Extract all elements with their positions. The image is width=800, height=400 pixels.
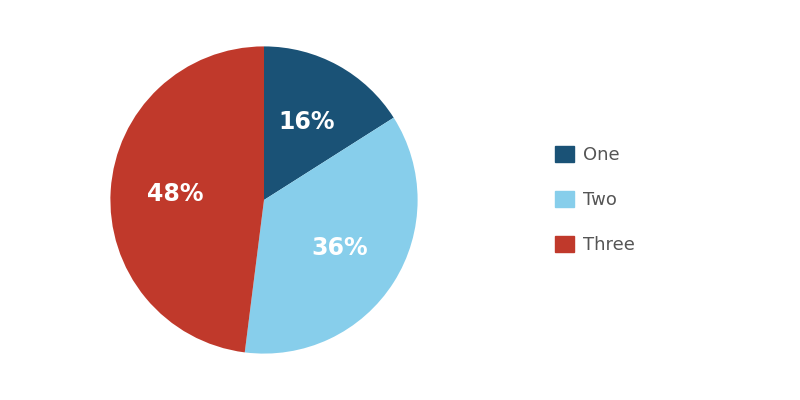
Wedge shape — [245, 118, 418, 354]
Wedge shape — [110, 46, 264, 352]
Text: 16%: 16% — [278, 110, 335, 134]
Wedge shape — [264, 46, 394, 200]
Text: 48%: 48% — [147, 182, 203, 206]
Text: 36%: 36% — [311, 236, 367, 260]
Legend: One, Two, Three: One, Two, Three — [548, 138, 642, 262]
